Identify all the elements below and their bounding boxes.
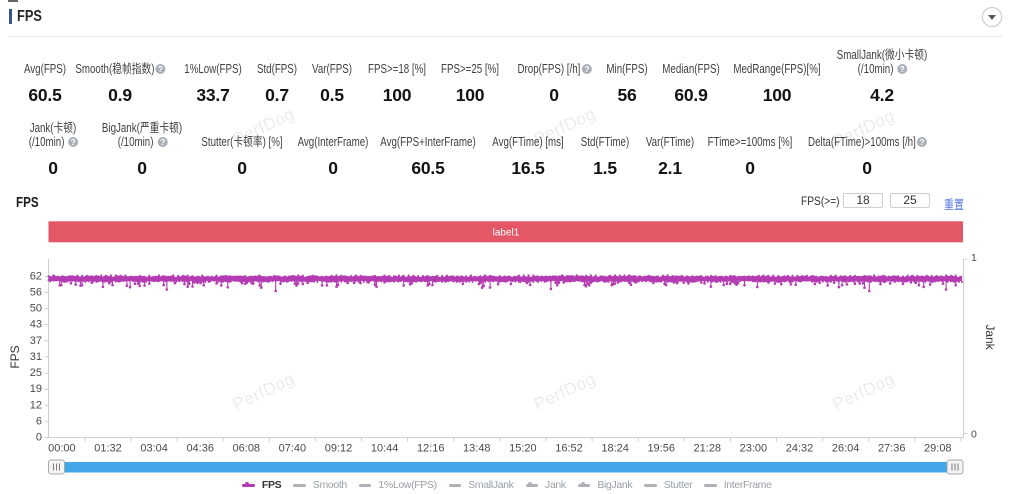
- svg-text:0: 0: [36, 432, 42, 444]
- svg-text:FPS: FPS: [8, 345, 22, 368]
- svg-text:00:00: 00:00: [48, 443, 76, 455]
- svg-text:25: 25: [30, 367, 42, 379]
- svg-text:37: 37: [30, 335, 42, 347]
- svg-text:62: 62: [30, 270, 42, 282]
- svg-text:label1: label1: [493, 228, 520, 239]
- svg-text:24:32: 24:32: [786, 443, 814, 455]
- svg-text:56: 56: [30, 287, 42, 299]
- svg-text:Jank: Jank: [983, 324, 997, 350]
- svg-text:23:00: 23:00: [740, 443, 768, 455]
- svg-text:19: 19: [30, 383, 42, 395]
- svg-text:1: 1: [971, 252, 977, 264]
- svg-text:26:04: 26:04: [832, 443, 860, 455]
- svg-text:43: 43: [30, 319, 42, 331]
- svg-text:01:32: 01:32: [94, 443, 122, 455]
- svg-text:18:24: 18:24: [601, 443, 629, 455]
- svg-text:10:44: 10:44: [371, 443, 399, 455]
- svg-text:06:08: 06:08: [233, 443, 260, 455]
- svg-text:12: 12: [30, 399, 42, 411]
- svg-text:15:20: 15:20: [509, 443, 537, 455]
- svg-text:04:36: 04:36: [186, 443, 214, 455]
- svg-text:12:16: 12:16: [417, 443, 445, 455]
- svg-text:16:52: 16:52: [555, 443, 583, 455]
- svg-text:21:28: 21:28: [694, 443, 722, 455]
- svg-text:07:40: 07:40: [279, 443, 307, 455]
- svg-text:0: 0: [971, 429, 977, 441]
- svg-text:09:12: 09:12: [325, 443, 353, 455]
- svg-text:19:56: 19:56: [647, 443, 675, 455]
- svg-text:27:36: 27:36: [878, 443, 906, 455]
- svg-text:13:48: 13:48: [463, 443, 491, 455]
- svg-text:03:04: 03:04: [140, 443, 168, 455]
- svg-text:29:08: 29:08: [924, 443, 952, 455]
- svg-text:6: 6: [36, 415, 42, 427]
- svg-text:50: 50: [30, 303, 42, 315]
- svg-text:31: 31: [30, 351, 42, 363]
